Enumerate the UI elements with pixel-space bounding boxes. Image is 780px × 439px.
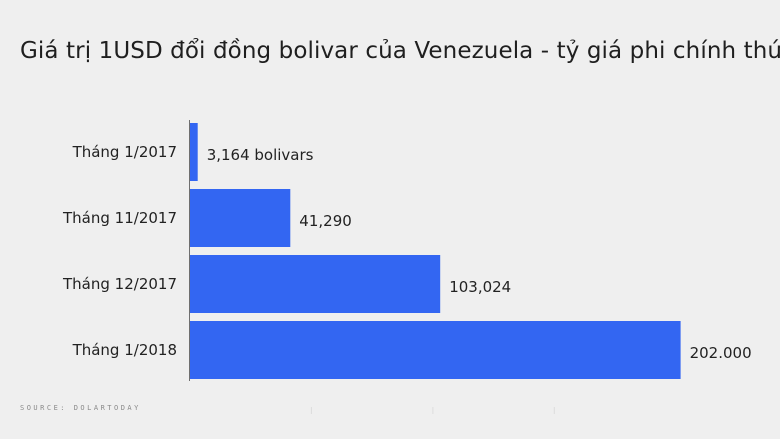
bar-3 bbox=[190, 321, 681, 379]
value-labels: 3,164 bolivars 41,290 103,024 202.000 bbox=[207, 146, 752, 362]
bar-0 bbox=[190, 123, 198, 181]
source-note: SOURCE: DOLARTODAY bbox=[20, 404, 141, 412]
bar-1 bbox=[190, 189, 291, 247]
category-label-1: Tháng 11/2017 bbox=[62, 209, 177, 227]
value-label-3: 202.000 bbox=[690, 344, 752, 362]
category-label-3: Tháng 1/2018 bbox=[72, 341, 177, 359]
value-label-1: 41,290 bbox=[299, 212, 352, 230]
bars bbox=[190, 123, 681, 379]
value-label-0: 3,164 bolivars bbox=[207, 146, 314, 164]
category-label-2: Tháng 12/2017 bbox=[62, 275, 177, 293]
category-labels: Tháng 1/2017 Tháng 11/2017 Tháng 12/2017 Th… bbox=[62, 143, 177, 359]
chart-title: Giá trị 1USD đổi đồng bolivar của Venezu… bbox=[20, 38, 780, 64]
category-label-0: Tháng 1/2017 bbox=[72, 143, 177, 161]
bar-2 bbox=[190, 255, 441, 313]
value-label-2: 103,024 bbox=[449, 278, 511, 296]
x-axis-ticks bbox=[310, 407, 555, 414]
